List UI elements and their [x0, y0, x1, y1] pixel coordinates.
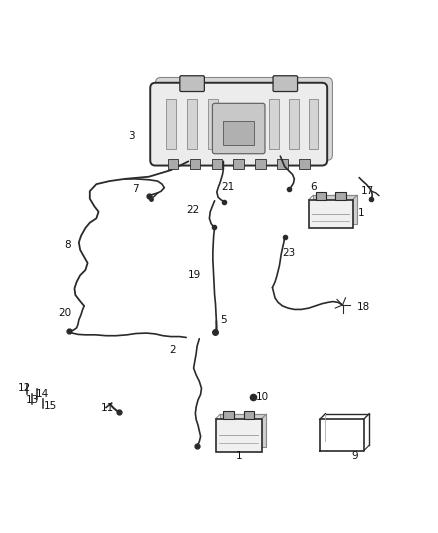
FancyBboxPatch shape — [155, 77, 332, 160]
FancyBboxPatch shape — [180, 76, 205, 92]
Text: 1: 1 — [358, 208, 365, 217]
Text: 10: 10 — [255, 392, 268, 402]
FancyBboxPatch shape — [216, 419, 262, 451]
Bar — [168, 159, 178, 169]
Text: 7: 7 — [132, 183, 139, 193]
Text: 12: 12 — [18, 383, 31, 393]
Text: 9: 9 — [351, 451, 358, 461]
Text: 14: 14 — [36, 390, 49, 399]
Bar — [187, 99, 197, 149]
Text: 8: 8 — [64, 240, 71, 249]
Text: 22: 22 — [186, 205, 199, 215]
Bar — [212, 159, 222, 169]
Text: 6: 6 — [310, 182, 317, 192]
Text: 1: 1 — [235, 451, 242, 461]
Bar — [166, 99, 176, 149]
Bar — [255, 159, 266, 169]
Bar — [277, 159, 288, 169]
Bar — [313, 195, 357, 224]
FancyBboxPatch shape — [212, 103, 265, 154]
Text: 21: 21 — [221, 182, 234, 192]
Bar — [223, 121, 254, 145]
FancyBboxPatch shape — [150, 83, 327, 166]
Bar — [309, 99, 318, 149]
Text: 19: 19 — [188, 270, 201, 280]
Text: 20: 20 — [58, 309, 71, 318]
Bar — [208, 99, 218, 149]
Text: 2: 2 — [170, 345, 177, 355]
Text: 3: 3 — [128, 131, 135, 141]
Bar — [299, 159, 310, 169]
Bar — [335, 192, 346, 200]
Bar — [269, 99, 279, 149]
Bar — [233, 159, 244, 169]
Bar — [316, 192, 326, 200]
Text: 23: 23 — [283, 248, 296, 259]
FancyBboxPatch shape — [273, 76, 297, 92]
Text: 11: 11 — [101, 402, 114, 413]
Text: 18: 18 — [357, 302, 370, 312]
Text: 17: 17 — [361, 186, 374, 196]
Text: 15: 15 — [44, 401, 57, 411]
Bar — [190, 159, 200, 169]
Bar — [220, 414, 266, 447]
FancyBboxPatch shape — [309, 200, 353, 228]
Bar — [223, 411, 234, 419]
Text: 5: 5 — [220, 315, 227, 325]
Bar — [244, 411, 254, 419]
Bar — [289, 99, 299, 149]
Text: 13: 13 — [26, 395, 39, 405]
